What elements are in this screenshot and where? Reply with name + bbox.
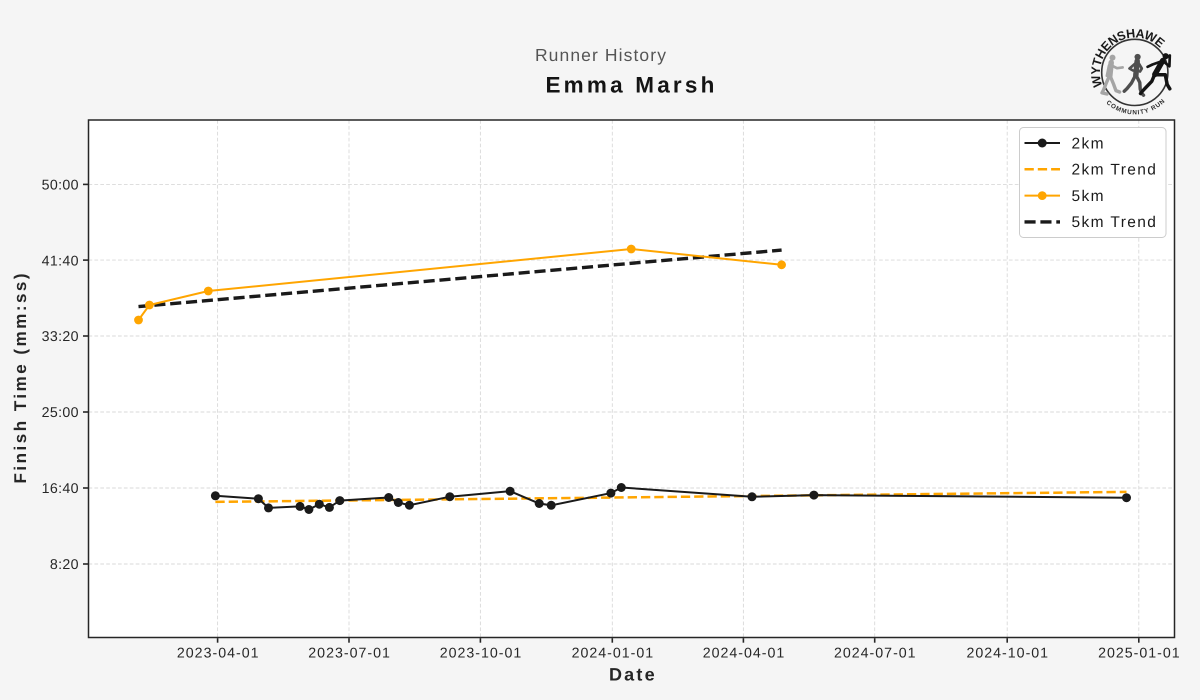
svg-text:Date: Date: [609, 665, 657, 685]
svg-text:2024-07-01: 2024-07-01: [834, 646, 917, 662]
svg-text:2023-04-01: 2023-04-01: [177, 646, 260, 662]
svg-text:Runner History: Runner History: [535, 45, 667, 65]
svg-text:8:20: 8:20: [50, 557, 79, 573]
svg-text:16:40: 16:40: [42, 481, 79, 497]
svg-text:2024-01-01: 2024-01-01: [572, 646, 655, 662]
svg-text:2km: 2km: [1072, 135, 1105, 152]
svg-text:2km Trend: 2km Trend: [1072, 162, 1158, 179]
svg-text:25:00: 25:00: [42, 405, 79, 421]
svg-text:Emma Marsh: Emma Marsh: [545, 73, 717, 98]
svg-text:5km: 5km: [1072, 188, 1105, 205]
svg-text:33:20: 33:20: [42, 329, 79, 345]
svg-text:50:00: 50:00: [42, 178, 79, 194]
svg-text:Finish Time (mm:ss): Finish Time (mm:ss): [11, 271, 30, 484]
svg-text:2023-07-01: 2023-07-01: [308, 646, 391, 662]
svg-text:2024-10-01: 2024-10-01: [967, 646, 1050, 662]
svg-text:5km Trend: 5km Trend: [1072, 214, 1158, 231]
svg-text:41:40: 41:40: [42, 253, 79, 269]
svg-text:2024-04-01: 2024-04-01: [703, 646, 786, 662]
svg-text:2025-01-01: 2025-01-01: [1098, 646, 1181, 662]
svg-text:2023-10-01: 2023-10-01: [440, 646, 523, 662]
